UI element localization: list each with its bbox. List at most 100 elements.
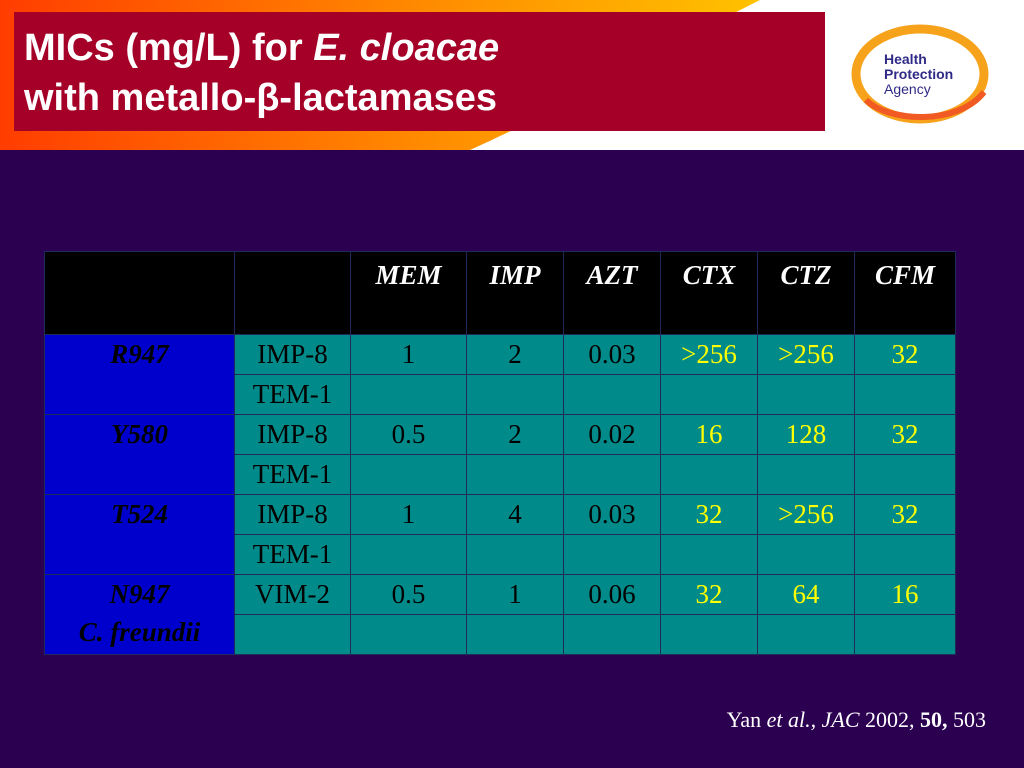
mic-value-cell: 128 xyxy=(757,414,855,455)
citation: Yan et al., JAC 2002, 50, 503 xyxy=(727,706,986,734)
mic-value-cell: >256 xyxy=(757,334,855,375)
mic-value-cell: 0.5 xyxy=(350,574,467,615)
mic-value-cell xyxy=(350,614,467,655)
citation-journal: JAC xyxy=(816,707,860,732)
strain-cell: Y580 xyxy=(44,414,235,495)
table-row: N947 C. freundii VIM-2 0.5 1 0.06 32 64 16 xyxy=(44,574,956,655)
strain-name: R947 xyxy=(110,339,169,369)
mic-value-cell: 32 xyxy=(854,334,956,375)
table-row: R947 IMP-8 1 2 0.03 >256 >256 32 xyxy=(44,334,956,415)
mic-value-cell xyxy=(757,454,855,495)
mic-value-cell xyxy=(466,534,564,575)
mic-value-cell xyxy=(660,374,758,415)
mic-value-cell: 4 xyxy=(466,494,564,535)
mic-value-cell: 0.02 xyxy=(563,414,661,455)
enzyme-cell: TEM-1 xyxy=(234,374,351,415)
logo-text: Health Protection Agency xyxy=(884,52,953,97)
mic-value-cell xyxy=(757,374,855,415)
mic-value-cell: 2 xyxy=(466,414,564,455)
enzyme-cell: IMP-8 xyxy=(234,414,351,455)
logo-line-3: Agency xyxy=(884,81,931,97)
citation-volume: 50, xyxy=(920,707,948,732)
enzyme-cell: TEM-1 xyxy=(234,454,351,495)
table-row: TEM-1 xyxy=(45,374,956,415)
strain-name: Y580 xyxy=(111,419,168,449)
mic-value-cell xyxy=(563,454,661,495)
mic-value-cell xyxy=(350,534,467,575)
table-row: TEM-1 xyxy=(45,454,956,495)
header-cell: AZT xyxy=(563,251,661,335)
header-cell xyxy=(234,251,351,335)
mic-value-cell: 64 xyxy=(757,574,855,615)
mic-value-cell xyxy=(350,454,467,495)
citation-etal: et al., xyxy=(766,707,817,732)
enzyme-cell xyxy=(234,614,351,655)
hpa-logo: Health Protection Agency xyxy=(848,22,998,126)
header-cell: IMP xyxy=(466,251,564,335)
mic-value-cell xyxy=(757,534,855,575)
mic-value-cell xyxy=(466,374,564,415)
mic-value-cell: >256 xyxy=(660,334,758,375)
citation-pages: 503 xyxy=(947,707,986,732)
header-cell xyxy=(44,251,235,335)
mic-value-cell xyxy=(563,534,661,575)
mic-value-cell: >256 xyxy=(757,494,855,535)
enzyme-cell: VIM-2 xyxy=(234,574,351,615)
mic-value-cell: 0.03 xyxy=(563,334,661,375)
mic-value-cell: 0.06 xyxy=(563,574,661,615)
logo-ring-icon xyxy=(851,24,989,124)
header-cell: CTX xyxy=(660,251,758,335)
mic-value-cell: 32 xyxy=(660,494,758,535)
mic-value-cell xyxy=(350,374,467,415)
table-body: R947 IMP-8 1 2 0.03 >256 >256 32 TEM-1 Y580 IMP-8 0… xyxy=(44,334,956,655)
slide-title: MICs (mg/L) for E. cloacae with metallo-… xyxy=(14,12,825,131)
mic-value-cell: 1 xyxy=(350,494,467,535)
enzyme-cell: IMP-8 xyxy=(234,334,351,375)
strain-cell: R947 xyxy=(44,334,235,415)
header-cell: MEM xyxy=(350,251,467,335)
title-line-2: with metallo-β-lactamases xyxy=(24,77,498,119)
mic-value-cell xyxy=(466,614,564,655)
mic-value-cell: 1 xyxy=(466,574,564,615)
table-row: T524 IMP-8 1 4 0.03 32 >256 32 xyxy=(44,494,956,575)
mic-value-cell xyxy=(660,454,758,495)
title-organism: E. cloacae xyxy=(313,27,500,69)
mic-table: MEM IMP AZT CTX CTZ CFM R947 IMP-8 1 2 0.03 >… xyxy=(44,251,956,655)
enzyme-cell: TEM-1 xyxy=(234,534,351,575)
mic-value-cell xyxy=(660,614,758,655)
mic-value-cell xyxy=(660,534,758,575)
title-prefix: MICs (mg/L) for xyxy=(24,27,314,69)
header-cell: CFM xyxy=(854,251,956,335)
citation-year: 2002, xyxy=(859,707,920,732)
title-line-1: MICs (mg/L) for E. cloacae xyxy=(24,26,499,70)
mic-value-cell: 2 xyxy=(466,334,564,375)
table-row xyxy=(45,614,956,655)
mic-value-cell xyxy=(563,374,661,415)
logo-line-2: Protection xyxy=(884,66,954,82)
mic-value-cell: 0.5 xyxy=(350,414,467,455)
mic-value-cell xyxy=(563,614,661,655)
citation-author: Yan xyxy=(726,707,767,732)
strain-name: N947 xyxy=(109,579,170,609)
mic-value-cell xyxy=(854,374,956,415)
mic-value-cell: 32 xyxy=(660,574,758,615)
mic-value-cell: 32 xyxy=(854,494,956,535)
slide-header: MICs (mg/L) for E. cloacae with metallo-… xyxy=(0,0,1024,150)
mic-value-cell xyxy=(757,614,855,655)
mic-value-cell xyxy=(854,614,956,655)
mic-value-cell: 16 xyxy=(660,414,758,455)
strain-species: C. freundii xyxy=(78,617,201,647)
enzyme-cell: IMP-8 xyxy=(234,494,351,535)
strain-cell: N947 C. freundii xyxy=(44,574,235,655)
logo-line-1: Health xyxy=(884,51,927,67)
strain-cell: T524 xyxy=(44,494,235,575)
mic-value-cell: 32 xyxy=(854,414,956,455)
header-cell: CTZ xyxy=(757,251,855,335)
mic-value-cell xyxy=(854,454,956,495)
mic-value-cell: 1 xyxy=(350,334,467,375)
mic-value-cell: 16 xyxy=(854,574,956,615)
mic-value-cell xyxy=(466,454,564,495)
mic-value-cell xyxy=(854,534,956,575)
table-header-row: MEM IMP AZT CTX CTZ CFM xyxy=(44,251,956,335)
strain-name: T524 xyxy=(111,499,168,529)
